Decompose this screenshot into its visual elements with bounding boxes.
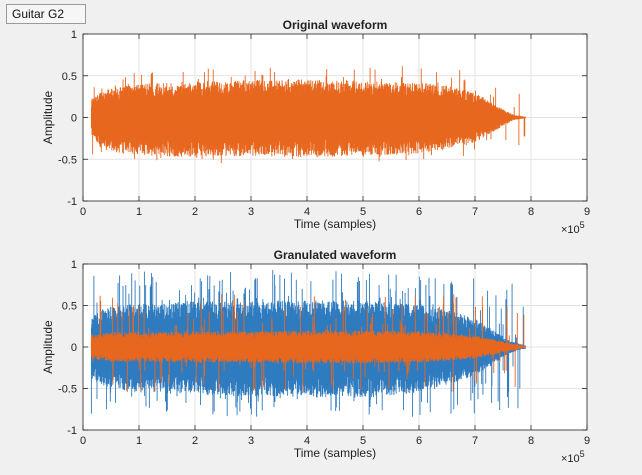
y-tick-label: -0.5: [58, 154, 77, 166]
x-tick-label: 1: [136, 206, 142, 218]
x-exponent: ×105: [561, 220, 585, 236]
y-tick-label: 1: [71, 29, 77, 41]
x-tick-label: 5: [360, 206, 366, 218]
y-tick-label: -0.5: [58, 384, 77, 396]
label-box[interactable]: Guitar G2: [6, 4, 86, 24]
y-tick-label: 0.5: [62, 301, 77, 313]
x-tick-label: 3: [248, 435, 254, 447]
x-tick-label: 1: [136, 435, 142, 447]
x-tick-label: 9: [584, 435, 590, 447]
y-axis-label: Amplitude: [41, 320, 55, 374]
chart-panel-1: 0 1 2 3 4 5 6 7 8 9 -1 -0.5 0 0.5 1 Original waveform Ti…: [41, 18, 590, 236]
x-tick-label: 8: [528, 435, 534, 447]
series-1-core: [91, 96, 526, 140]
y-axis-label: Amplitude: [41, 91, 55, 145]
x-tick-label: 8: [528, 206, 534, 218]
y-tick-label: 0: [71, 342, 77, 354]
chart-panel-2: 0 1 2 3 4 5 6 7 8 9 -1 -0.5 0 0.5 1 Granulated waveform…: [41, 248, 590, 465]
x-exponent: ×105: [561, 449, 585, 465]
y-tick-label: -1: [67, 425, 77, 437]
x-tick-label: 4: [304, 435, 310, 447]
chart-title: Original waveform: [283, 18, 388, 32]
x-tick-label: 0: [80, 206, 86, 218]
y-tick-label: -1: [67, 196, 77, 208]
x-tick-label: 7: [472, 435, 478, 447]
x-tick-label: 5: [360, 435, 366, 447]
chart-title: Granulated waveform: [274, 248, 397, 262]
x-tick-label: 6: [416, 206, 422, 218]
x-tick-label: 2: [192, 206, 198, 218]
x-tick-label: 7: [472, 206, 478, 218]
x-tick-label: 3: [248, 206, 254, 218]
x-tick-label: 0: [80, 435, 86, 447]
series-2-core: [91, 337, 526, 357]
x-axis-label: Time (samples): [294, 217, 376, 231]
x-tick-label: 4: [304, 206, 310, 218]
y-tick-label: 1: [71, 259, 77, 271]
y-tick-label: 0: [71, 113, 77, 125]
x-tick-label: 6: [416, 435, 422, 447]
x-axis-label: Time (samples): [294, 446, 376, 460]
y-tick-label: 0.5: [62, 71, 77, 83]
x-tick-label: 2: [192, 435, 198, 447]
x-tick-label: 9: [584, 206, 590, 218]
